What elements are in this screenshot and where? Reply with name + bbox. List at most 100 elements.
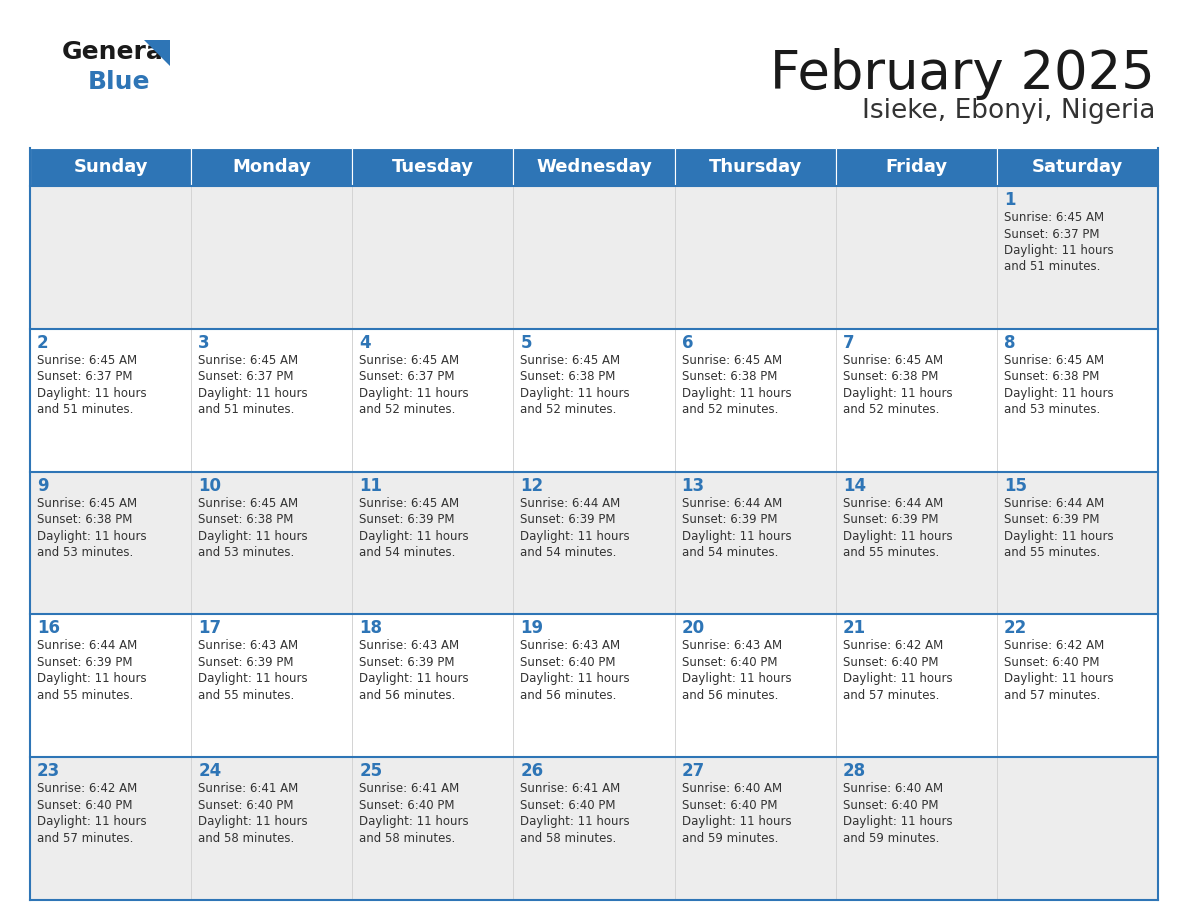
- Text: and 51 minutes.: and 51 minutes.: [37, 403, 133, 416]
- Text: Sunrise: 6:44 AM: Sunrise: 6:44 AM: [1004, 497, 1104, 509]
- Text: Sunrise: 6:45 AM: Sunrise: 6:45 AM: [682, 353, 782, 367]
- Text: and 58 minutes.: and 58 minutes.: [520, 832, 617, 845]
- Bar: [353, 329, 513, 472]
- Text: Sunrise: 6:43 AM: Sunrise: 6:43 AM: [198, 640, 298, 653]
- Bar: [997, 186, 1158, 329]
- Text: Daylight: 11 hours: Daylight: 11 hours: [1004, 672, 1113, 686]
- Text: 10: 10: [198, 476, 221, 495]
- Text: Daylight: 11 hours: Daylight: 11 hours: [198, 672, 308, 686]
- Bar: [191, 472, 353, 614]
- Text: Sunset: 6:37 PM: Sunset: 6:37 PM: [1004, 228, 1099, 241]
- Bar: [30, 757, 191, 900]
- Text: Sunrise: 6:41 AM: Sunrise: 6:41 AM: [520, 782, 620, 795]
- Text: Daylight: 11 hours: Daylight: 11 hours: [198, 815, 308, 828]
- Text: 11: 11: [359, 476, 383, 495]
- Text: 24: 24: [198, 762, 221, 780]
- Text: and 52 minutes.: and 52 minutes.: [682, 403, 778, 416]
- Text: Daylight: 11 hours: Daylight: 11 hours: [842, 530, 953, 543]
- Text: Sunrise: 6:45 AM: Sunrise: 6:45 AM: [1004, 211, 1104, 224]
- Bar: [353, 186, 513, 329]
- Text: Sunset: 6:38 PM: Sunset: 6:38 PM: [842, 370, 939, 384]
- Text: Sunset: 6:40 PM: Sunset: 6:40 PM: [37, 799, 133, 812]
- Bar: [997, 329, 1158, 472]
- Text: Sunrise: 6:40 AM: Sunrise: 6:40 AM: [682, 782, 782, 795]
- Text: 16: 16: [37, 620, 61, 637]
- Text: Sunrise: 6:45 AM: Sunrise: 6:45 AM: [37, 497, 137, 509]
- Text: Sunset: 6:39 PM: Sunset: 6:39 PM: [1004, 513, 1099, 526]
- Text: Sunset: 6:40 PM: Sunset: 6:40 PM: [842, 655, 939, 669]
- Bar: [353, 614, 513, 757]
- Text: Daylight: 11 hours: Daylight: 11 hours: [682, 672, 791, 686]
- Bar: [191, 614, 353, 757]
- Text: Sunrise: 6:45 AM: Sunrise: 6:45 AM: [198, 353, 298, 367]
- Text: Daylight: 11 hours: Daylight: 11 hours: [842, 672, 953, 686]
- Text: Sunset: 6:38 PM: Sunset: 6:38 PM: [198, 513, 293, 526]
- Text: Sunset: 6:38 PM: Sunset: 6:38 PM: [520, 370, 615, 384]
- Text: 1: 1: [1004, 191, 1016, 209]
- Bar: [675, 614, 835, 757]
- Text: and 56 minutes.: and 56 minutes.: [359, 688, 456, 702]
- Text: Sunset: 6:38 PM: Sunset: 6:38 PM: [682, 370, 777, 384]
- Text: Sunrise: 6:45 AM: Sunrise: 6:45 AM: [359, 353, 460, 367]
- Text: Sunset: 6:40 PM: Sunset: 6:40 PM: [359, 799, 455, 812]
- Text: 26: 26: [520, 762, 544, 780]
- Text: Daylight: 11 hours: Daylight: 11 hours: [359, 815, 469, 828]
- Text: Daylight: 11 hours: Daylight: 11 hours: [37, 386, 146, 400]
- Text: Thursday: Thursday: [708, 158, 802, 176]
- Text: and 57 minutes.: and 57 minutes.: [842, 688, 939, 702]
- Text: 21: 21: [842, 620, 866, 637]
- Bar: [30, 329, 191, 472]
- Text: 6: 6: [682, 334, 693, 352]
- Text: and 57 minutes.: and 57 minutes.: [1004, 688, 1100, 702]
- Text: 3: 3: [198, 334, 210, 352]
- Text: Sunrise: 6:45 AM: Sunrise: 6:45 AM: [37, 353, 137, 367]
- Text: Daylight: 11 hours: Daylight: 11 hours: [1004, 244, 1113, 257]
- Text: 5: 5: [520, 334, 532, 352]
- Bar: [513, 148, 675, 186]
- Bar: [835, 186, 997, 329]
- Text: and 54 minutes.: and 54 minutes.: [520, 546, 617, 559]
- Text: Daylight: 11 hours: Daylight: 11 hours: [682, 386, 791, 400]
- Bar: [30, 186, 191, 329]
- Text: Daylight: 11 hours: Daylight: 11 hours: [520, 530, 630, 543]
- Text: Daylight: 11 hours: Daylight: 11 hours: [198, 530, 308, 543]
- Text: and 56 minutes.: and 56 minutes.: [520, 688, 617, 702]
- Text: and 55 minutes.: and 55 minutes.: [37, 688, 133, 702]
- Bar: [513, 472, 675, 614]
- Text: 9: 9: [37, 476, 49, 495]
- Text: 13: 13: [682, 476, 704, 495]
- Text: and 54 minutes.: and 54 minutes.: [359, 546, 456, 559]
- Text: Sunset: 6:39 PM: Sunset: 6:39 PM: [198, 655, 293, 669]
- Text: 17: 17: [198, 620, 221, 637]
- Text: Wednesday: Wednesday: [536, 158, 652, 176]
- Bar: [835, 472, 997, 614]
- Text: Daylight: 11 hours: Daylight: 11 hours: [1004, 530, 1113, 543]
- Text: Sunset: 6:39 PM: Sunset: 6:39 PM: [359, 513, 455, 526]
- Bar: [997, 757, 1158, 900]
- Text: Sunset: 6:40 PM: Sunset: 6:40 PM: [520, 799, 615, 812]
- Text: 20: 20: [682, 620, 704, 637]
- Text: 22: 22: [1004, 620, 1028, 637]
- Text: Isieke, Ebonyi, Nigeria: Isieke, Ebonyi, Nigeria: [861, 98, 1155, 124]
- Text: and 51 minutes.: and 51 minutes.: [198, 403, 295, 416]
- Bar: [353, 148, 513, 186]
- Text: and 52 minutes.: and 52 minutes.: [842, 403, 939, 416]
- Text: Saturday: Saturday: [1032, 158, 1123, 176]
- Bar: [30, 148, 191, 186]
- Bar: [513, 329, 675, 472]
- Text: 8: 8: [1004, 334, 1016, 352]
- Text: Sunset: 6:37 PM: Sunset: 6:37 PM: [37, 370, 133, 384]
- Text: General: General: [62, 40, 172, 64]
- Text: Sunset: 6:40 PM: Sunset: 6:40 PM: [682, 655, 777, 669]
- Text: Sunrise: 6:41 AM: Sunrise: 6:41 AM: [198, 782, 298, 795]
- Text: Daylight: 11 hours: Daylight: 11 hours: [682, 815, 791, 828]
- Text: Blue: Blue: [88, 70, 151, 94]
- Text: Sunset: 6:39 PM: Sunset: 6:39 PM: [842, 513, 939, 526]
- Text: Daylight: 11 hours: Daylight: 11 hours: [520, 386, 630, 400]
- Text: Sunrise: 6:44 AM: Sunrise: 6:44 AM: [682, 497, 782, 509]
- Text: Sunrise: 6:45 AM: Sunrise: 6:45 AM: [359, 497, 460, 509]
- Text: Sunrise: 6:43 AM: Sunrise: 6:43 AM: [682, 640, 782, 653]
- Text: Daylight: 11 hours: Daylight: 11 hours: [37, 815, 146, 828]
- Text: and 59 minutes.: and 59 minutes.: [682, 832, 778, 845]
- Bar: [997, 148, 1158, 186]
